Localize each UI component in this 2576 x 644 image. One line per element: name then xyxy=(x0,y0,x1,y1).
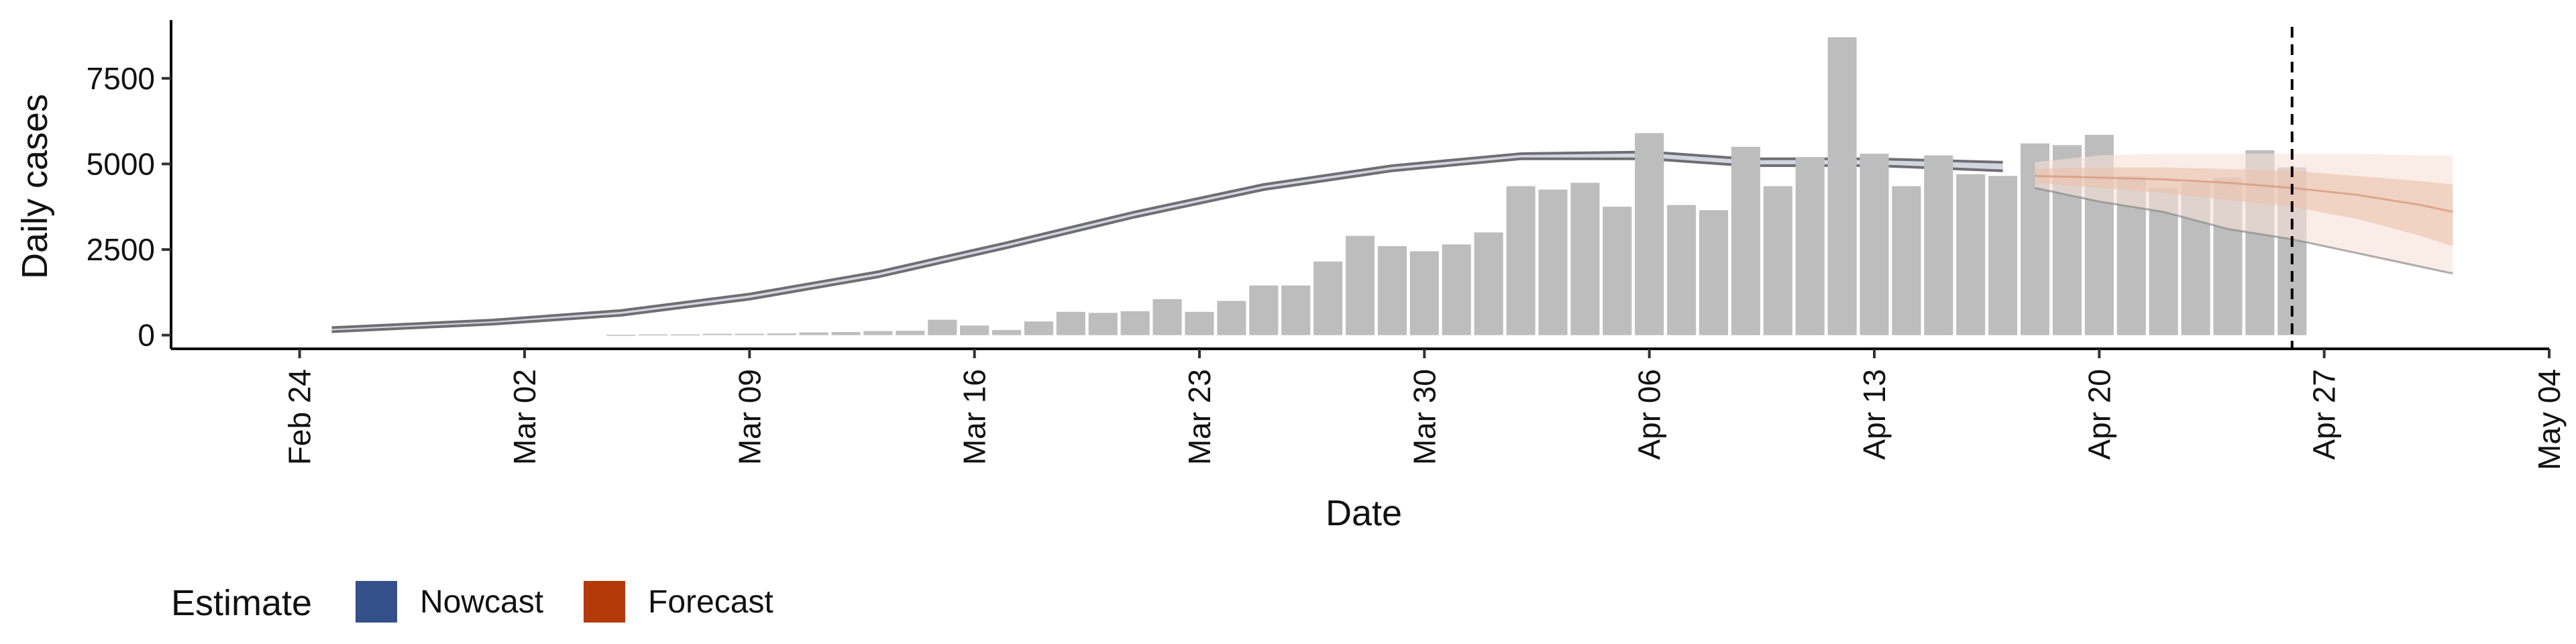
x-tick-label: Mar 09 xyxy=(732,369,767,465)
case-bar xyxy=(1056,311,1085,335)
nowcast-upper-line xyxy=(331,150,2003,329)
x-tick-label: Apr 06 xyxy=(1632,369,1667,460)
case-bar xyxy=(1827,37,1857,335)
x-tick-label: Mar 30 xyxy=(1407,369,1442,465)
case-bar xyxy=(1249,285,1279,335)
case-bar xyxy=(831,331,861,335)
case-bar xyxy=(1956,174,1986,335)
band-overlay-layer xyxy=(2035,27,2453,349)
case-bar xyxy=(1217,301,1246,335)
bar-layer xyxy=(606,37,2307,336)
x-tick-label: Mar 23 xyxy=(1182,369,1217,465)
legend-label-nowcast: Nowcast xyxy=(420,584,543,620)
case-bar xyxy=(1570,182,1600,335)
legend: Estimate Nowcast Forecast xyxy=(171,581,773,623)
case-bar xyxy=(928,319,957,335)
case-bar xyxy=(1345,235,1375,335)
case-bar xyxy=(1603,207,1632,335)
case-bar xyxy=(735,333,764,335)
legend-title: Estimate xyxy=(171,583,312,623)
case-bar xyxy=(960,325,989,335)
case-bar xyxy=(1152,299,1182,335)
case-bar xyxy=(1635,133,1664,335)
case-bar xyxy=(1024,321,1054,335)
x-tick-label: Mar 02 xyxy=(507,369,542,465)
legend-label-forecast: Forecast xyxy=(648,584,773,620)
legend-swatch-forecast xyxy=(584,581,625,623)
axes-layer: 0 2500 5000 7500 Feb 24 Mar 02 Mar 09 Mar 16 Mar… xyxy=(87,20,2567,470)
nowcast-lower-line xyxy=(331,157,2003,333)
case-bar xyxy=(1988,176,2018,335)
x-tick-label: May 04 xyxy=(2532,369,2567,470)
case-bar xyxy=(1795,157,1825,335)
case-bar xyxy=(1474,232,1503,335)
case-bar xyxy=(639,334,668,336)
x-tick-label: Mar 16 xyxy=(957,369,992,465)
x-tick-label: Feb 24 xyxy=(282,369,317,465)
y-axis-label: Daily cases xyxy=(15,94,55,279)
case-bar xyxy=(863,331,893,335)
case-bar xyxy=(1409,251,1439,335)
case-bar xyxy=(1313,261,1343,335)
forecast-median-line xyxy=(2035,174,2453,213)
forecast-inner-band xyxy=(2035,167,2453,246)
case-bar xyxy=(767,333,796,335)
case-bar xyxy=(606,335,636,336)
case-bar xyxy=(1281,285,1311,335)
case-bar xyxy=(1860,154,1889,335)
case-bar xyxy=(1442,244,1471,335)
case-bar xyxy=(1538,189,1568,335)
case-bar xyxy=(1185,311,1214,335)
y-tick-label: 2500 xyxy=(87,232,155,267)
case-bar xyxy=(1731,146,1760,335)
case-bar xyxy=(702,333,732,335)
case-bar xyxy=(1120,311,1150,335)
y-tick-label: 5000 xyxy=(87,146,155,181)
band-layer xyxy=(331,150,2003,333)
case-bar xyxy=(1377,246,1407,335)
case-bar xyxy=(1506,186,1536,335)
forecast-lower-edge xyxy=(2035,186,2453,275)
x-tick-label: Apr 27 xyxy=(2307,369,2342,460)
case-bar xyxy=(991,329,1022,335)
case-bar xyxy=(1666,205,1697,335)
case-bar xyxy=(896,330,925,335)
y-tick-label: 0 xyxy=(138,318,155,353)
case-bar xyxy=(670,334,700,336)
legend-swatch-nowcast xyxy=(356,581,397,623)
case-bar xyxy=(1892,186,1921,335)
case-bar xyxy=(1699,210,1729,335)
y-tick-label: 7500 xyxy=(87,61,155,96)
case-bar xyxy=(1088,313,1118,335)
x-tick-label: Apr 13 xyxy=(1857,369,1892,460)
x-axis-label: Date xyxy=(1326,493,1402,533)
case-bar xyxy=(1924,155,1953,335)
case-bar xyxy=(1763,186,1792,335)
case-bar xyxy=(799,332,828,335)
x-tick-label: Apr 20 xyxy=(2082,369,2116,460)
